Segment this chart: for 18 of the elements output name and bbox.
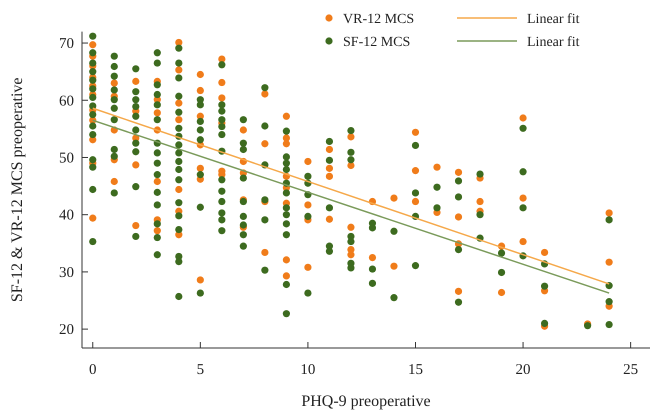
y-tick-label: 20 [59, 322, 74, 338]
x-tick-label: 0 [89, 362, 97, 378]
legend-label: Linear fit [527, 12, 580, 27]
y-tick-label: 70 [59, 36, 74, 52]
y-tick-label: 40 [59, 208, 74, 224]
legend-label: SF-12 MCS [343, 35, 410, 50]
legend-label: Linear fit [527, 35, 580, 50]
y-tick-label: 60 [59, 93, 74, 110]
y-tick-label: 30 [59, 264, 74, 281]
x-tick-label: 10 [300, 362, 316, 378]
y-axis-title: SF-12 & VR-12 MCS preoperative [9, 78, 26, 302]
x-tick-label: 25 [623, 362, 638, 378]
legend-label: VR-12 MCS [343, 12, 414, 27]
x-tick-label: 20 [516, 362, 531, 378]
x-tick-label: 15 [408, 362, 423, 378]
x-axis-title: PHQ-9 preoperative [301, 393, 431, 410]
x-tick-label: 5 [196, 362, 204, 378]
y-tick-label: 50 [59, 150, 74, 166]
